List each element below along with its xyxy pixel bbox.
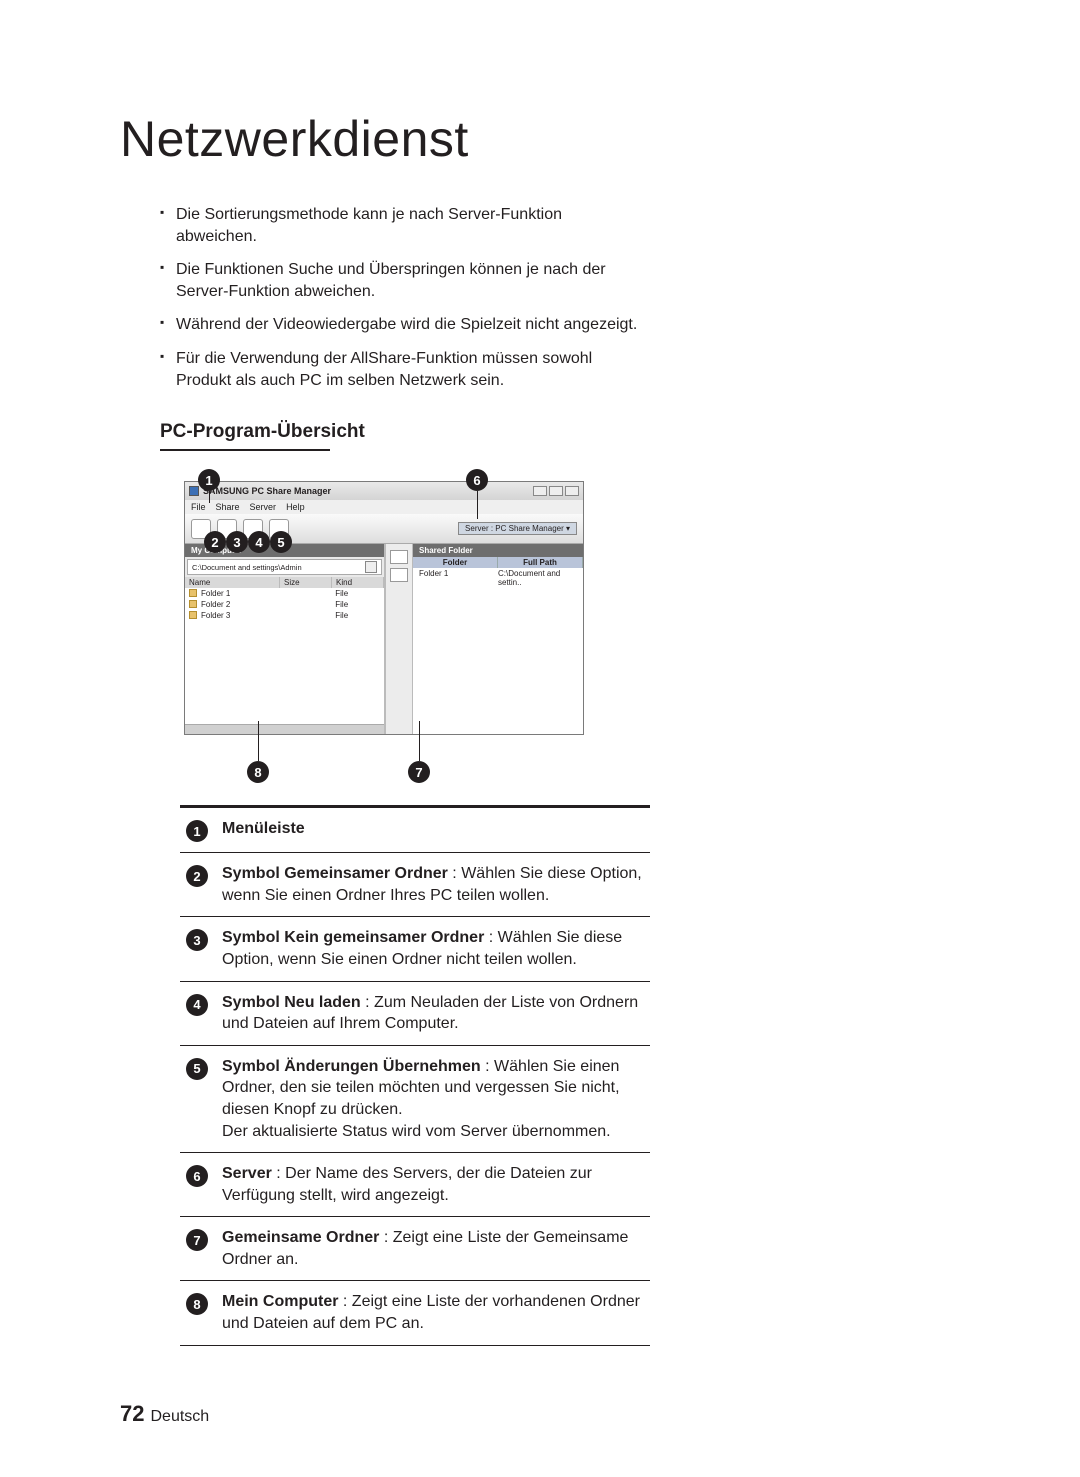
app-icon <box>189 486 199 496</box>
legend-bold: Server <box>222 1165 272 1182</box>
page-footer: 72 Deutsch <box>120 1401 209 1427</box>
leader-line <box>209 491 210 503</box>
folder-icon <box>189 611 197 619</box>
table-row: 5 Symbol Änderungen Übernehmen : Wählen … <box>180 1046 650 1153</box>
subheading-underline <box>160 449 330 451</box>
table-row: 8 Mein Computer : Zeigt eine Liste der v… <box>180 1281 650 1345</box>
callout-5: 5 <box>270 531 292 553</box>
add-share-icon[interactable] <box>390 550 408 564</box>
col-kind: Kind <box>332 577 384 588</box>
maximize-icon[interactable] <box>549 486 563 496</box>
note-item: Während der Videowiedergabe wird die Spi… <box>160 314 640 336</box>
shared-list[interactable]: Folder 1 C:\Document and settin.. <box>413 568 583 734</box>
path-bar[interactable]: C:\Document and settings\Admin <box>187 559 382 575</box>
callout-1: 1 <box>198 469 220 491</box>
table-row: 4 Symbol Neu laden : Zum Neuladen der Li… <box>180 982 650 1046</box>
legend-num: 8 <box>186 1293 208 1315</box>
table-row: 7 Gemeinsame Ordner : Zeigt eine Liste d… <box>180 1217 650 1281</box>
leader-line <box>419 721 420 761</box>
table-row: 6 Server : Der Name des Servers, der die… <box>180 1153 650 1217</box>
table-row: 3 Symbol Kein gemeinsamer Ordner : Wähle… <box>180 917 650 981</box>
leader-line <box>477 491 478 519</box>
list-item[interactable]: Folder 3 File <box>185 610 384 621</box>
transfer-buttons <box>385 544 413 734</box>
menu-share[interactable]: Share <box>216 502 240 512</box>
path-text: C:\Document and settings\Admin <box>192 563 302 572</box>
legend-num: 5 <box>186 1058 208 1080</box>
legend-bold: Gemeinsame Ordner <box>222 1229 379 1246</box>
window-buttons[interactable] <box>533 486 579 496</box>
col-folder: Folder <box>413 557 498 568</box>
menu-server[interactable]: Server <box>250 502 277 512</box>
note-item: Die Funktionen Suche und Überspringen kö… <box>160 259 640 302</box>
table-row: 1 Menüleiste <box>180 808 650 853</box>
right-pane: Shared Folder Folder Full Path Folder 1 … <box>413 544 583 734</box>
server-label[interactable]: Server : PC Share Manager ▾ <box>458 522 577 535</box>
legend-bold: Symbol Änderungen Übernehmen <box>222 1058 481 1075</box>
col-fullpath: Full Path <box>498 557 583 568</box>
close-icon[interactable] <box>565 486 579 496</box>
legend-bold: Symbol Gemeinsamer Ordner <box>222 865 448 882</box>
col-size: Size <box>280 577 332 588</box>
file-name: Folder 2 <box>201 600 291 609</box>
shared-list-header: Folder Full Path <box>413 557 583 568</box>
col-name: Name <box>185 577 280 588</box>
legend-text: : Der Name des Servers, der die Dateien … <box>222 1165 592 1204</box>
file-kind: File <box>335 600 380 609</box>
legend-num: 1 <box>186 820 208 842</box>
file-name: Folder 3 <box>201 611 291 620</box>
folder-icon <box>189 600 197 608</box>
titlebar: SAMSUNG PC Share Manager <box>185 482 583 500</box>
callout-2: 2 <box>204 531 226 553</box>
note-item: Die Sortierungsmethode kann je nach Serv… <box>160 204 640 247</box>
legend-num: 7 <box>186 1229 208 1251</box>
shared-folder-label: Shared Folder <box>413 544 583 557</box>
shared-folder-path: C:\Document and settin.. <box>498 569 577 587</box>
file-list[interactable]: Folder 1 File Folder 2 File Folder 3 File <box>185 588 384 724</box>
callout-6: 6 <box>466 469 488 491</box>
pc-share-manager-mock: 1 6 SAMSUNG PC Share Manager <box>184 481 584 735</box>
notes-list: Die Sortierungsmethode kann je nach Serv… <box>160 204 640 391</box>
legend-bold: Symbol Neu laden <box>222 994 361 1011</box>
callout-7: 7 <box>408 761 430 783</box>
subheading: PC-Program-Übersicht <box>160 421 640 443</box>
left-list-header: Name Size Kind <box>185 577 384 588</box>
list-item[interactable]: Folder 1 File <box>185 588 384 599</box>
legend-num: 3 <box>186 929 208 951</box>
app-title: SAMSUNG PC Share Manager <box>203 486 331 496</box>
menu-file[interactable]: File <box>191 502 206 512</box>
page-title: Netzwerkdienst <box>120 110 960 168</box>
legend-num: 6 <box>186 1165 208 1187</box>
callout-8: 8 <box>247 761 269 783</box>
left-pane: My Computer C:\Document and settings\Adm… <box>185 544 385 734</box>
menubar[interactable]: File Share Server Help <box>185 500 583 514</box>
file-kind: File <box>335 589 380 598</box>
page-number: 72 <box>120 1401 144 1426</box>
path-dropdown-icon[interactable] <box>365 561 377 573</box>
legend-bold: Symbol Kein gemeinsamer Ordner <box>222 929 484 946</box>
file-name: Folder 1 <box>201 589 291 598</box>
minimize-icon[interactable] <box>533 486 547 496</box>
folder-icon <box>189 589 197 597</box>
menu-help[interactable]: Help <box>286 502 305 512</box>
callout-3: 3 <box>226 531 248 553</box>
table-row: 2 Symbol Gemeinsamer Ordner : Wählen Sie… <box>180 853 650 917</box>
legend-bold: Mein Computer <box>222 1293 338 1310</box>
list-item[interactable]: Folder 2 File <box>185 599 384 610</box>
callout-4: 4 <box>248 531 270 553</box>
legend-num: 2 <box>186 865 208 887</box>
scrollbar[interactable] <box>185 724 384 734</box>
file-kind: File <box>335 611 380 620</box>
legend-table: 1 Menüleiste 2 Symbol Gemeinsamer Ordner… <box>180 805 650 1346</box>
note-item: Für die Verwendung der AllShare-Funktion… <box>160 348 640 391</box>
footer-lang: Deutsch <box>150 1408 209 1425</box>
list-item[interactable]: Folder 1 C:\Document and settin.. <box>413 568 583 588</box>
legend-num: 4 <box>186 994 208 1016</box>
shared-folder-name: Folder 1 <box>419 569 498 587</box>
app-window: SAMSUNG PC Share Manager File Share Serv… <box>184 481 584 735</box>
remove-share-icon[interactable] <box>390 568 408 582</box>
legend-bold: Menüleiste <box>222 820 305 837</box>
leader-line <box>258 721 259 761</box>
